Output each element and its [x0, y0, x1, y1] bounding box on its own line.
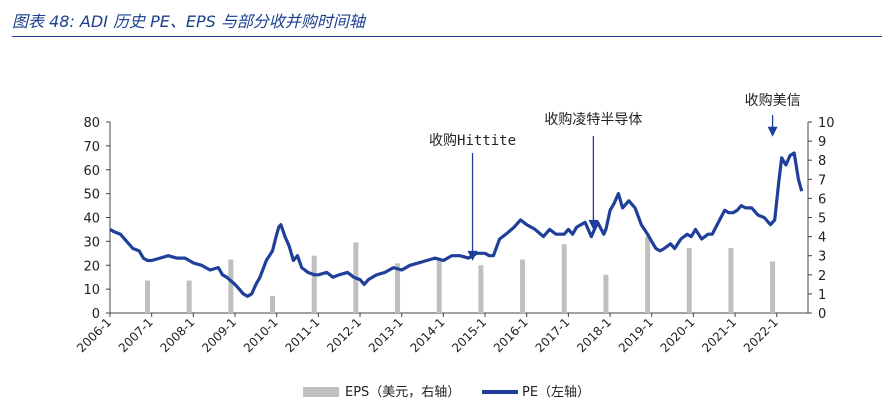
y-left-tick-label: 30 [83, 235, 100, 250]
y-right-tick-label: 0 [818, 307, 826, 322]
y-left-tick-label: 70 [83, 140, 100, 155]
x-tick-label: 2017-1 [533, 315, 573, 355]
y-right-tick-label: 5 [818, 212, 826, 227]
x-tick-label: 2010-1 [241, 315, 281, 355]
annotation-label: 收购凌特半导体 [544, 112, 642, 128]
x-tick-label: 2009-1 [199, 315, 239, 355]
annotation-arrow-head [467, 250, 478, 261]
x-tick-label: 2007-1 [116, 315, 156, 355]
y-right-tick-label: 10 [818, 116, 835, 131]
legend-eps-swatch [303, 387, 339, 397]
eps-bar [270, 295, 276, 313]
pe-line [109, 151, 804, 298]
x-tick-label: 2016-1 [491, 315, 531, 355]
y-left-tick-label: 50 [83, 188, 100, 203]
eps-bar [436, 259, 442, 313]
y-right-tick-label: 8 [818, 154, 826, 169]
x-tick-label: 2013-1 [366, 315, 406, 355]
x-tick-label: 2011-1 [283, 315, 323, 355]
eps-bar [686, 248, 692, 313]
y-right-tick-label: 9 [818, 135, 826, 150]
eps-bar [770, 261, 776, 313]
y-right-tick-label: 6 [818, 192, 826, 207]
eps-bar [145, 280, 151, 313]
eps-bar [520, 259, 526, 313]
annotation-label: 收购美信 [745, 93, 801, 109]
eps-bar [561, 244, 567, 313]
annotation-arrow-head [588, 219, 599, 230]
title-divider [12, 36, 882, 37]
x-tick-label: 2021-1 [699, 315, 739, 355]
y-left-tick-label: 60 [83, 164, 100, 179]
y-right-tick-label: 7 [818, 173, 826, 188]
eps-bar [228, 259, 234, 313]
y-left-tick-label: 10 [83, 283, 100, 298]
annotation-arrow-head [767, 126, 778, 137]
x-tick-label: 2020-1 [658, 315, 698, 355]
annotation-label: 收购Hittite [429, 133, 516, 149]
eps-bar [311, 255, 317, 313]
x-tick-label: 2008-1 [158, 315, 198, 355]
legend-pe-label: PE（左轴） [522, 385, 590, 400]
y-right-tick-label: 4 [818, 231, 826, 246]
x-tick-label: 2019-1 [616, 315, 656, 355]
x-tick-label: 2012-1 [324, 315, 364, 355]
x-tick-label: 2018-1 [574, 315, 614, 355]
legend-eps-label: EPS（美元，右轴） [345, 385, 460, 400]
x-tick-label: 2022-1 [741, 315, 781, 355]
eps-bar [728, 248, 734, 313]
eps-bar [603, 274, 609, 313]
eps-bar [186, 280, 192, 313]
y-left-tick-label: 80 [83, 116, 100, 131]
eps-bar [478, 265, 484, 313]
eps-bar [395, 263, 401, 313]
y-right-tick-label: 1 [818, 288, 826, 303]
y-left-tick-label: 40 [83, 212, 100, 227]
figure-title: 图表 48: ADI 历史 PE、EPS 与部分收并购时间轴 [12, 12, 365, 31]
x-tick-label: 2015-1 [449, 315, 489, 355]
y-left-tick-label: 0 [92, 307, 100, 322]
y-right-tick-label: 3 [818, 250, 826, 265]
y-right-tick-label: 2 [818, 269, 826, 284]
eps-bar [645, 236, 651, 313]
x-tick-label: 2014-1 [408, 315, 448, 355]
y-left-tick-label: 20 [83, 259, 100, 274]
